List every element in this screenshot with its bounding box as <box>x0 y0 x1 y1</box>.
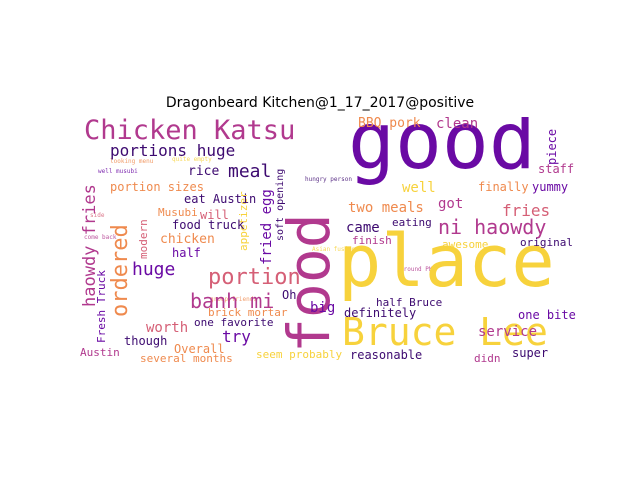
word-several-months: several months <box>140 352 233 362</box>
word-eating: eating <box>392 216 432 229</box>
word-small: well musubi <box>98 168 138 175</box>
word-small: around PM <box>400 266 433 273</box>
word-cloud: come back looking menu quite empty well … <box>80 117 576 362</box>
word-one-bite: one bite <box>518 308 576 322</box>
word-yummy: yummy <box>532 180 569 194</box>
word-half: half <box>172 246 201 260</box>
word-ni-haowdy: ni haowdy <box>438 215 547 239</box>
word-ordered: ordered <box>108 224 133 317</box>
word-huge: huge <box>132 259 176 280</box>
word-small: side <box>90 212 105 219</box>
word-small: looking menu <box>110 158 154 165</box>
word-meal: meal <box>228 161 272 182</box>
word-original: original <box>520 236 573 249</box>
word-well: well <box>402 180 436 196</box>
word-food-truck: food truck <box>172 218 245 232</box>
word-small: quite empty <box>172 156 212 163</box>
word-one-favorite: one favorite <box>194 316 274 329</box>
word-worth: worth <box>146 320 189 336</box>
word-awesome: awesome <box>442 238 489 251</box>
word-chicken: chicken <box>160 232 215 247</box>
word-chicken-katsu: Chicken Katsu <box>84 117 296 146</box>
word-soft-opening: soft opening <box>275 168 286 241</box>
word-fried-egg: fried egg <box>259 189 275 265</box>
chart-title: Dragonbeard Kitchen@1_17_2017@positive <box>165 95 475 111</box>
word-reasonable: reasonable <box>350 348 423 362</box>
word-rice: rice <box>188 164 220 179</box>
word-austin: Austin <box>80 346 120 359</box>
word-half-bruce: half Bruce <box>376 296 443 309</box>
word-came: came <box>346 220 380 236</box>
word-fries: fries <box>502 201 551 220</box>
word-didn: didn <box>474 352 501 362</box>
word-musubi: Musubi <box>158 206 198 219</box>
word-service: service <box>478 324 538 340</box>
word-definitely: definitely <box>344 306 417 320</box>
word-modern: modern <box>137 219 150 259</box>
word-oh: Oh <box>282 288 297 302</box>
word-seem-probably: seem probably <box>256 348 343 361</box>
word-place: place <box>338 219 555 303</box>
word-finally: finally <box>478 180 529 194</box>
word-portions-huge: portions huge <box>110 141 236 160</box>
word-bbq-pork: BBQ pork <box>358 117 421 131</box>
word-portion-sizes: portion sizes <box>110 180 204 194</box>
word-though: though <box>124 334 168 348</box>
word-staff: staff <box>538 162 575 176</box>
word-will: will <box>200 208 229 222</box>
word-bruce-lee: Bruce Lee <box>342 310 548 354</box>
word-eat-austin: eat Austin <box>184 192 257 206</box>
word-finish: finish <box>352 234 392 247</box>
word-got: got <box>438 196 464 212</box>
word-try: try <box>222 327 251 346</box>
word-small: come back <box>84 234 117 241</box>
word-banh-mi: banh mi <box>190 289 275 313</box>
word-clean: clean <box>436 117 479 132</box>
word-good: good <box>348 117 536 187</box>
word-super: super <box>512 346 549 360</box>
word-big: big <box>310 300 336 316</box>
word-piece: piece <box>545 128 559 165</box>
word-small: Asian fusion <box>312 246 356 253</box>
word-two-meals: two meals <box>348 200 424 216</box>
word-small: hungry person <box>305 176 352 183</box>
word-overall: Overall <box>174 342 225 356</box>
word-portion: portion <box>208 265 301 290</box>
word-fresh-truck: Fresh Truck <box>95 270 108 343</box>
word-brick-mortar: brick mortar <box>208 306 288 319</box>
word-small: group friends <box>210 296 257 303</box>
